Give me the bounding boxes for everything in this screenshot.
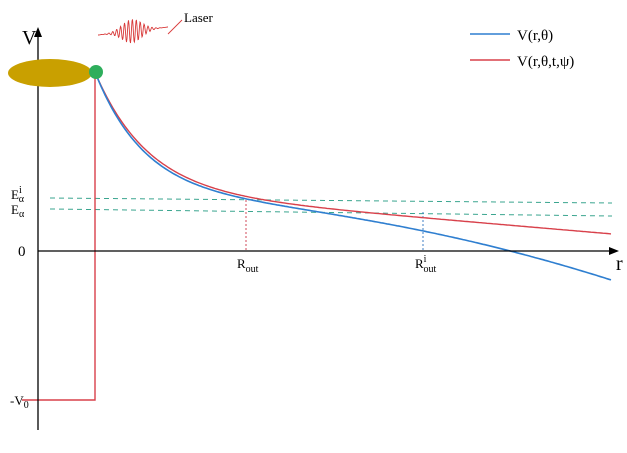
nucleus-ellipse [8,59,92,87]
legend: V(r,θ) V(r,θ,t,ψ) [470,28,574,70]
zero-label: 0 [18,244,26,260]
energy-label-ei: Ei α [11,185,25,205]
legend-label-v-r-theta-t-psi: V(r,θ,t,ψ) [517,54,574,70]
energy-level-line-ei [49,197,613,204]
curve-v-r-theta [94,71,612,281]
energy-level-line-e [49,208,613,217]
laser-label: Laser [184,10,214,25]
r-out-label: Rout [237,256,259,275]
r-out-i-label: Ri out [415,254,436,275]
laser-pointer-line [167,19,183,35]
y-axis-label: V [22,27,37,49]
curve-v-r-theta-t-psi [94,71,612,235]
energy-label-e: Eα [11,202,25,220]
particle-dot [89,65,103,79]
legend-label-v-r-theta: V(r,θ) [517,28,553,44]
depth-label: -V0 [10,393,29,411]
laser-pulse-icon [98,19,168,44]
x-axis-label: r [616,253,623,275]
potential-well-wall [22,72,96,401]
